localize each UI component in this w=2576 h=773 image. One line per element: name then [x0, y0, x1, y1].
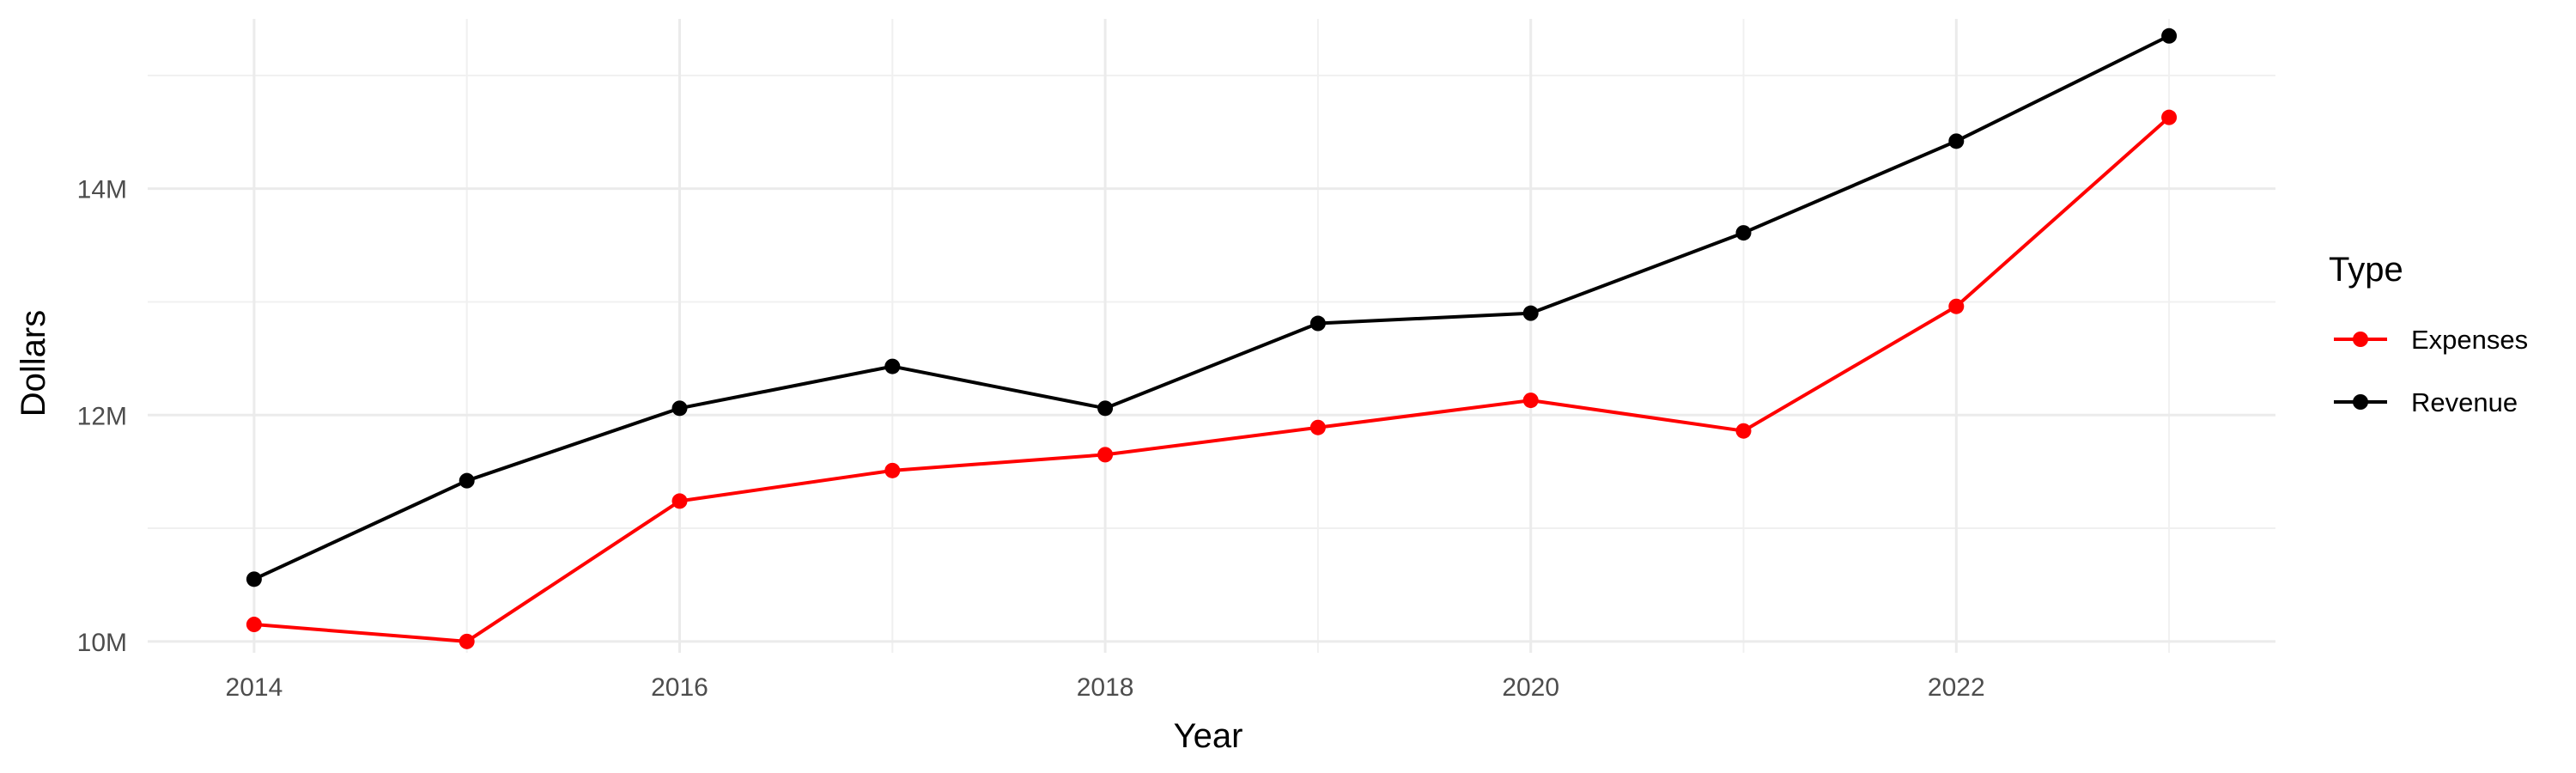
data-point-expenses: [1948, 298, 1965, 314]
x-tick-label: 2014: [226, 673, 283, 702]
x-tick-label: 2022: [1928, 673, 1985, 702]
data-point-revenue: [1522, 305, 1539, 321]
data-point-expenses: [1309, 419, 1326, 435]
y-axis-title: Dollars: [15, 310, 52, 417]
x-tick-label: 2016: [651, 673, 708, 702]
data-point-revenue: [1097, 400, 1114, 417]
legend: Type Expenses Revenue: [2329, 251, 2528, 417]
x-tick-label: 2020: [1502, 673, 1559, 702]
data-point-expenses: [246, 617, 262, 633]
series-line-revenue: [253, 33, 2170, 581]
data-point-expenses: [671, 493, 688, 509]
legend-label-expenses: Expenses: [2411, 325, 2528, 355]
data-point-expenses: [2161, 109, 2178, 125]
data-point-revenue: [884, 358, 901, 374]
legend-label-revenue: Revenue: [2411, 387, 2518, 417]
y-tick-label: 10M: [77, 629, 127, 657]
series-revenue: [246, 27, 2178, 587]
grid-lines: [148, 19, 2275, 653]
data-point-expenses: [884, 462, 901, 478]
x-axis-title: Year: [1174, 717, 1243, 755]
data-point-expenses: [1522, 393, 1539, 409]
data-point-revenue: [246, 571, 262, 587]
data-point-expenses: [459, 633, 475, 649]
legend-item-expenses: Expenses: [2334, 325, 2528, 355]
legend-item-revenue: Revenue: [2334, 387, 2518, 417]
data-point-revenue: [1309, 315, 1326, 332]
data-point-revenue: [671, 400, 688, 417]
x-tick-label: 2018: [1077, 673, 1134, 702]
series-expenses: [246, 109, 2178, 649]
data-point-revenue: [459, 472, 475, 489]
x-axis-ticks: 2014 2016 2018 2020 2022: [226, 673, 1985, 702]
y-axis-ticks: 10M 12M 14M: [77, 176, 127, 657]
data-point-revenue: [1735, 225, 1752, 241]
data-point-expenses: [1735, 423, 1752, 439]
legend-key-point: [2353, 332, 2368, 347]
data-point-revenue: [1948, 133, 1965, 149]
data-point-expenses: [1097, 447, 1114, 463]
series-layer: [246, 27, 2178, 649]
series-line-expenses: [253, 116, 2171, 643]
legend-key-point: [2353, 394, 2368, 410]
y-tick-label: 14M: [77, 176, 127, 204]
legend-title: Type: [2329, 251, 2403, 289]
data-point-revenue: [2161, 27, 2178, 44]
y-tick-label: 12M: [77, 402, 127, 430]
